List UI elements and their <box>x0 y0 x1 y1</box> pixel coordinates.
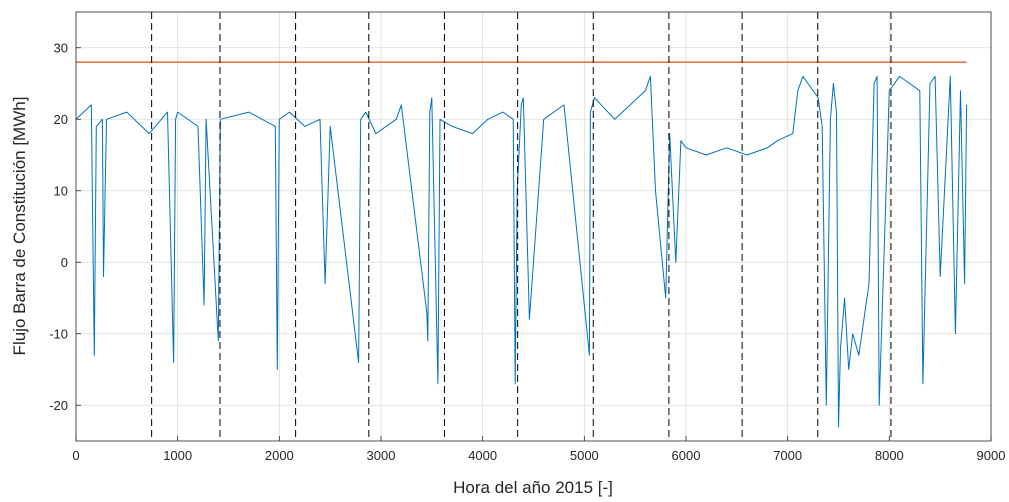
x-tick-label: 6000 <box>672 448 701 463</box>
y-tick-label: -10 <box>49 326 68 341</box>
marker-layer <box>151 12 892 441</box>
x-tick-label: 7000 <box>773 448 802 463</box>
x-tick-label: 3000 <box>367 448 396 463</box>
plot-background <box>76 12 991 441</box>
x-tick-label: 8000 <box>875 448 904 463</box>
x-tick-label: 2000 <box>265 448 294 463</box>
y-tick-label: -20 <box>49 398 68 413</box>
y-tick-label: 0 <box>61 255 68 270</box>
x-tick-label: 0 <box>72 448 79 463</box>
y-tick-label: 10 <box>54 183 68 198</box>
x-tick-label: 9000 <box>977 448 1006 463</box>
x-tick-label: 4000 <box>468 448 497 463</box>
tick-layer: 0 1000 2000 3000 4000 5000 6000 7000 8000 9000 -20… <box>49 40 1005 463</box>
y-tick-label: 20 <box>54 112 68 127</box>
flow-series-line <box>75 75 968 428</box>
y-tick-label: 30 <box>54 40 68 55</box>
y-axis-label: Flujo Barra de Constitución [MWh] <box>10 97 29 356</box>
plot-frame <box>75 11 992 442</box>
x-axis-label: Hora del año 2015 [-] <box>453 478 613 497</box>
x-tick-label: 1000 <box>163 448 192 463</box>
x-tick-label: 5000 <box>570 448 599 463</box>
